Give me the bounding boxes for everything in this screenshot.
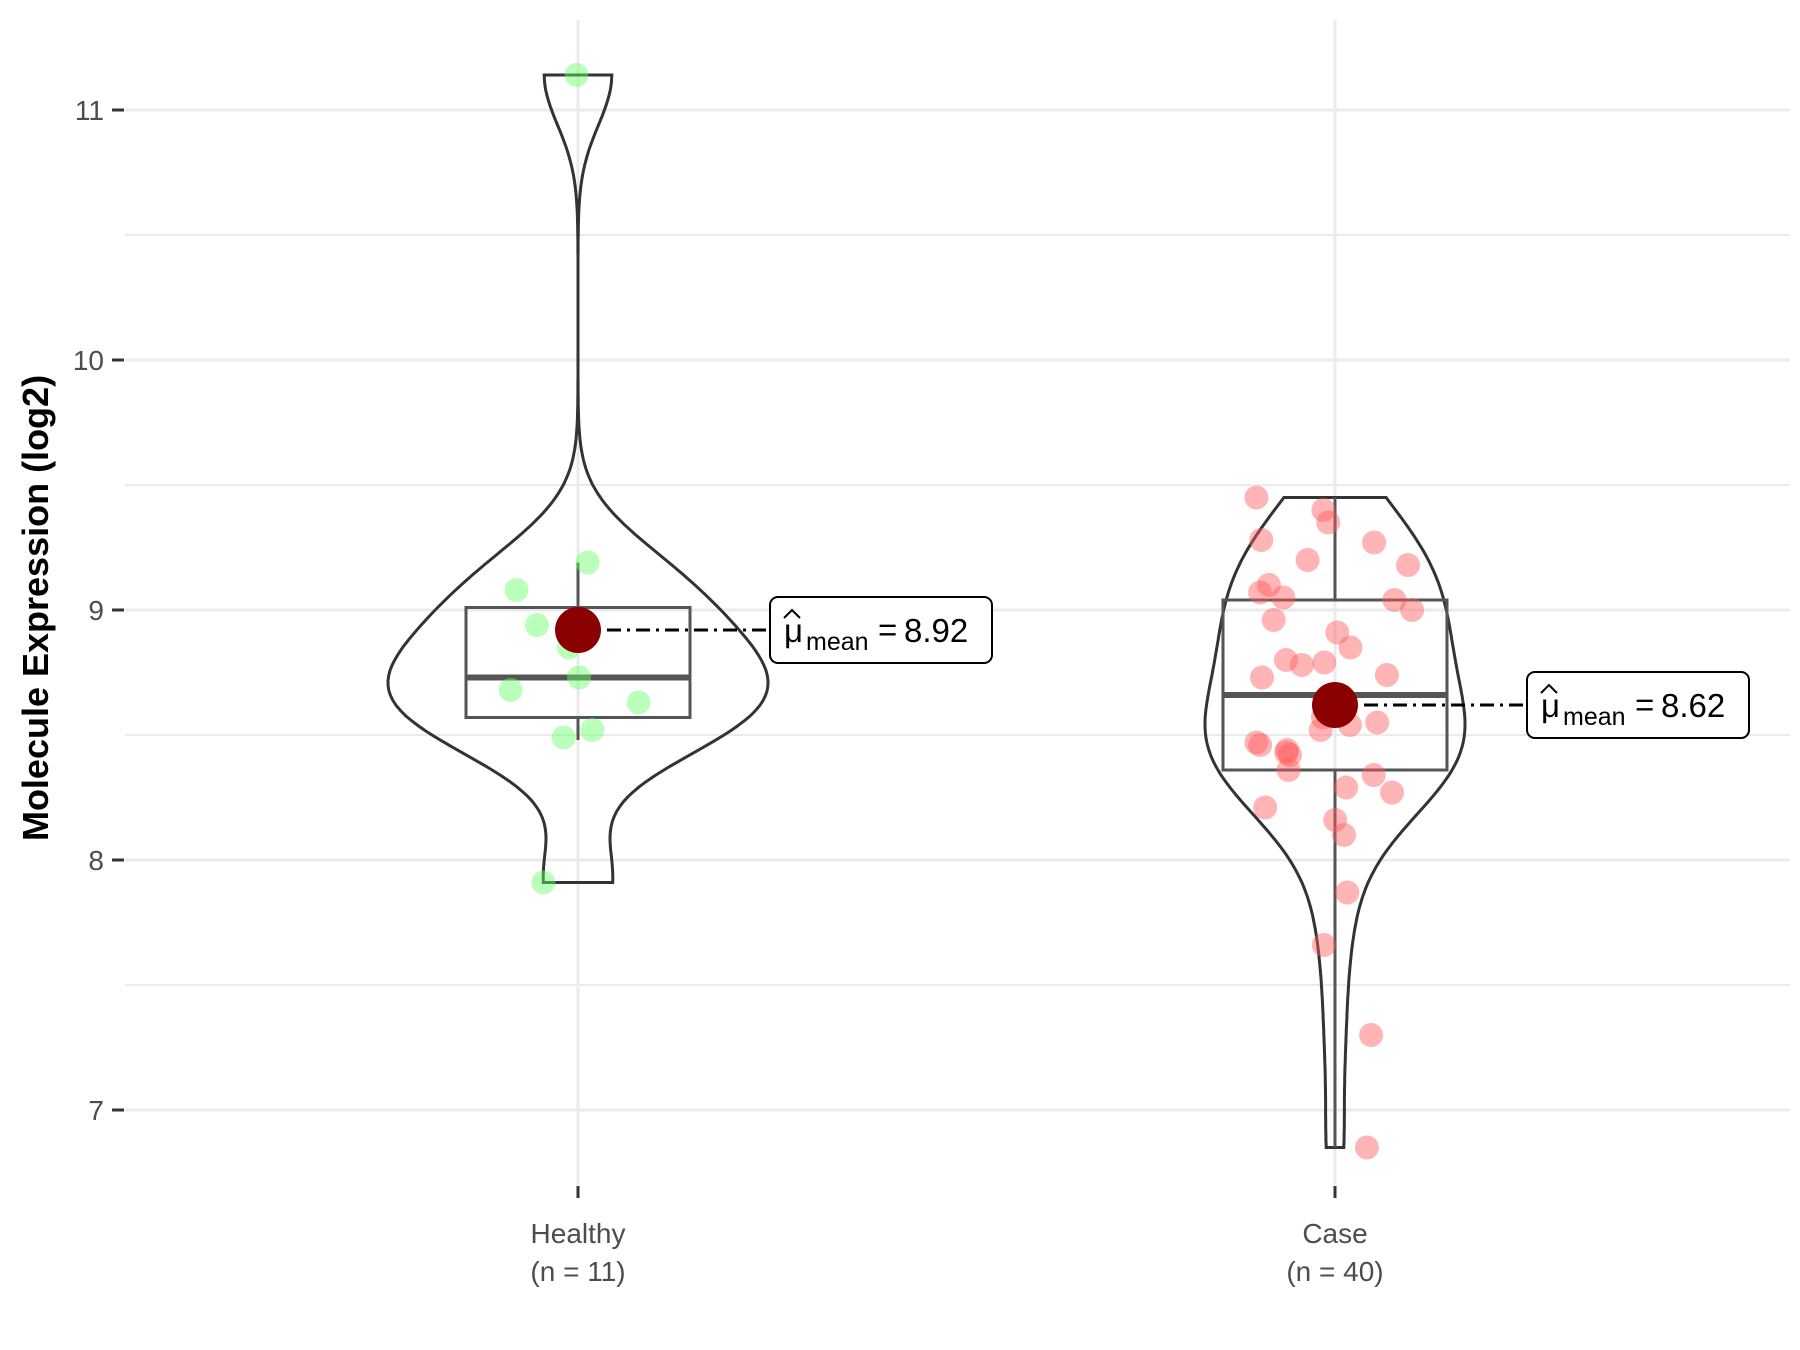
y-axis-label: Molecule Expression (log2) [15,375,56,841]
data-point-case [1338,635,1363,660]
y-tick-label: 9 [88,595,104,626]
mean-value-case: 8.62 [1661,687,1725,724]
data-point-healthy [564,63,589,87]
data-point-case [1256,573,1281,597]
data-point-case [1361,763,1386,787]
violin-healthy [386,73,770,884]
data-point-case [1295,548,1320,572]
data-point-case [1312,650,1337,675]
mean-symbol-case: μ [1541,687,1560,724]
x-tick-label-case: Case [1302,1218,1367,1249]
data-point-case [1261,608,1286,632]
data-point-case [1311,933,1336,957]
y-tick-label: 10 [73,345,104,376]
data-point-case [1244,730,1269,755]
data-point-case [1271,585,1296,610]
data-point-case [1323,808,1348,832]
data-point-case [1274,648,1298,672]
data-point-case [1275,738,1300,762]
data-point-case [1362,530,1387,555]
data-point-healthy [626,690,651,715]
data-point-healthy [580,718,605,742]
data-point-healthy [531,870,556,895]
data-point-case [1248,580,1273,605]
data-point-case [1311,498,1336,522]
data-point-case [1250,665,1274,690]
mean-equals-healthy: = [878,611,897,648]
data-point-case [1325,620,1350,645]
mean-marker-healthy [555,607,601,653]
data-point-healthy [525,613,549,637]
data-point-case [1276,758,1301,782]
data-point-case [1248,733,1273,757]
x-tick-label-healthy: Healthy [531,1218,626,1249]
mean-equals-case: = [1635,686,1654,723]
data-point-case [1380,780,1404,805]
data-point-healthy [551,725,576,750]
y-tick-label: 11 [75,95,104,126]
mean-layer: μ mean = 8.92μ mean = 8.62 [555,596,1750,739]
mean-marker-case [1312,682,1358,728]
data-point-case [1334,775,1359,800]
violin-layer [386,73,1467,1149]
data-point-case [1289,653,1314,677]
data-point-case [1374,663,1399,687]
y-tick-label: 8 [88,845,104,876]
data-point-healthy [575,550,600,575]
iqr-box-case [1221,598,1449,772]
data-point-case [1382,588,1407,612]
data-point-case [1332,823,1356,847]
mean-hat-case [1540,683,1558,694]
data-point-healthy [498,678,523,702]
mean-label-box-case [1526,671,1750,739]
mean-hat-healthy [783,608,801,619]
x-tick-count-healthy: (n = 11) [530,1256,625,1287]
axis-layer: 7 8 9 10 11 Healthy (n = 11) Case (n = 40) [73,95,1384,1287]
data-point-case [1253,795,1278,820]
data-point-case [1274,740,1299,765]
data-point-case [1365,710,1390,735]
mean-value-healthy: 8.92 [904,612,968,649]
mean-subscript-case: mean [1563,703,1626,731]
data-point-case [1316,510,1341,535]
data-point-case [1359,1023,1384,1047]
y-tick-label: 7 [88,1095,104,1126]
data-point-case [1278,743,1302,767]
data-point-healthy [504,578,529,602]
data-point-case [1244,485,1269,510]
data-point-healthy [567,665,591,690]
mean-label-box-healthy [769,596,993,664]
data-point-case [1354,1135,1379,1160]
data-point-case [1396,553,1420,577]
x-tick-count-case: (n = 40) [1286,1256,1383,1287]
violin-case [1203,496,1467,1149]
mean-symbol-healthy: μ [784,612,803,649]
data-point-case [1335,880,1360,905]
mean-subscript-healthy: mean [806,628,869,656]
data-point-case [1249,528,1274,552]
data-point-case [1400,598,1425,622]
